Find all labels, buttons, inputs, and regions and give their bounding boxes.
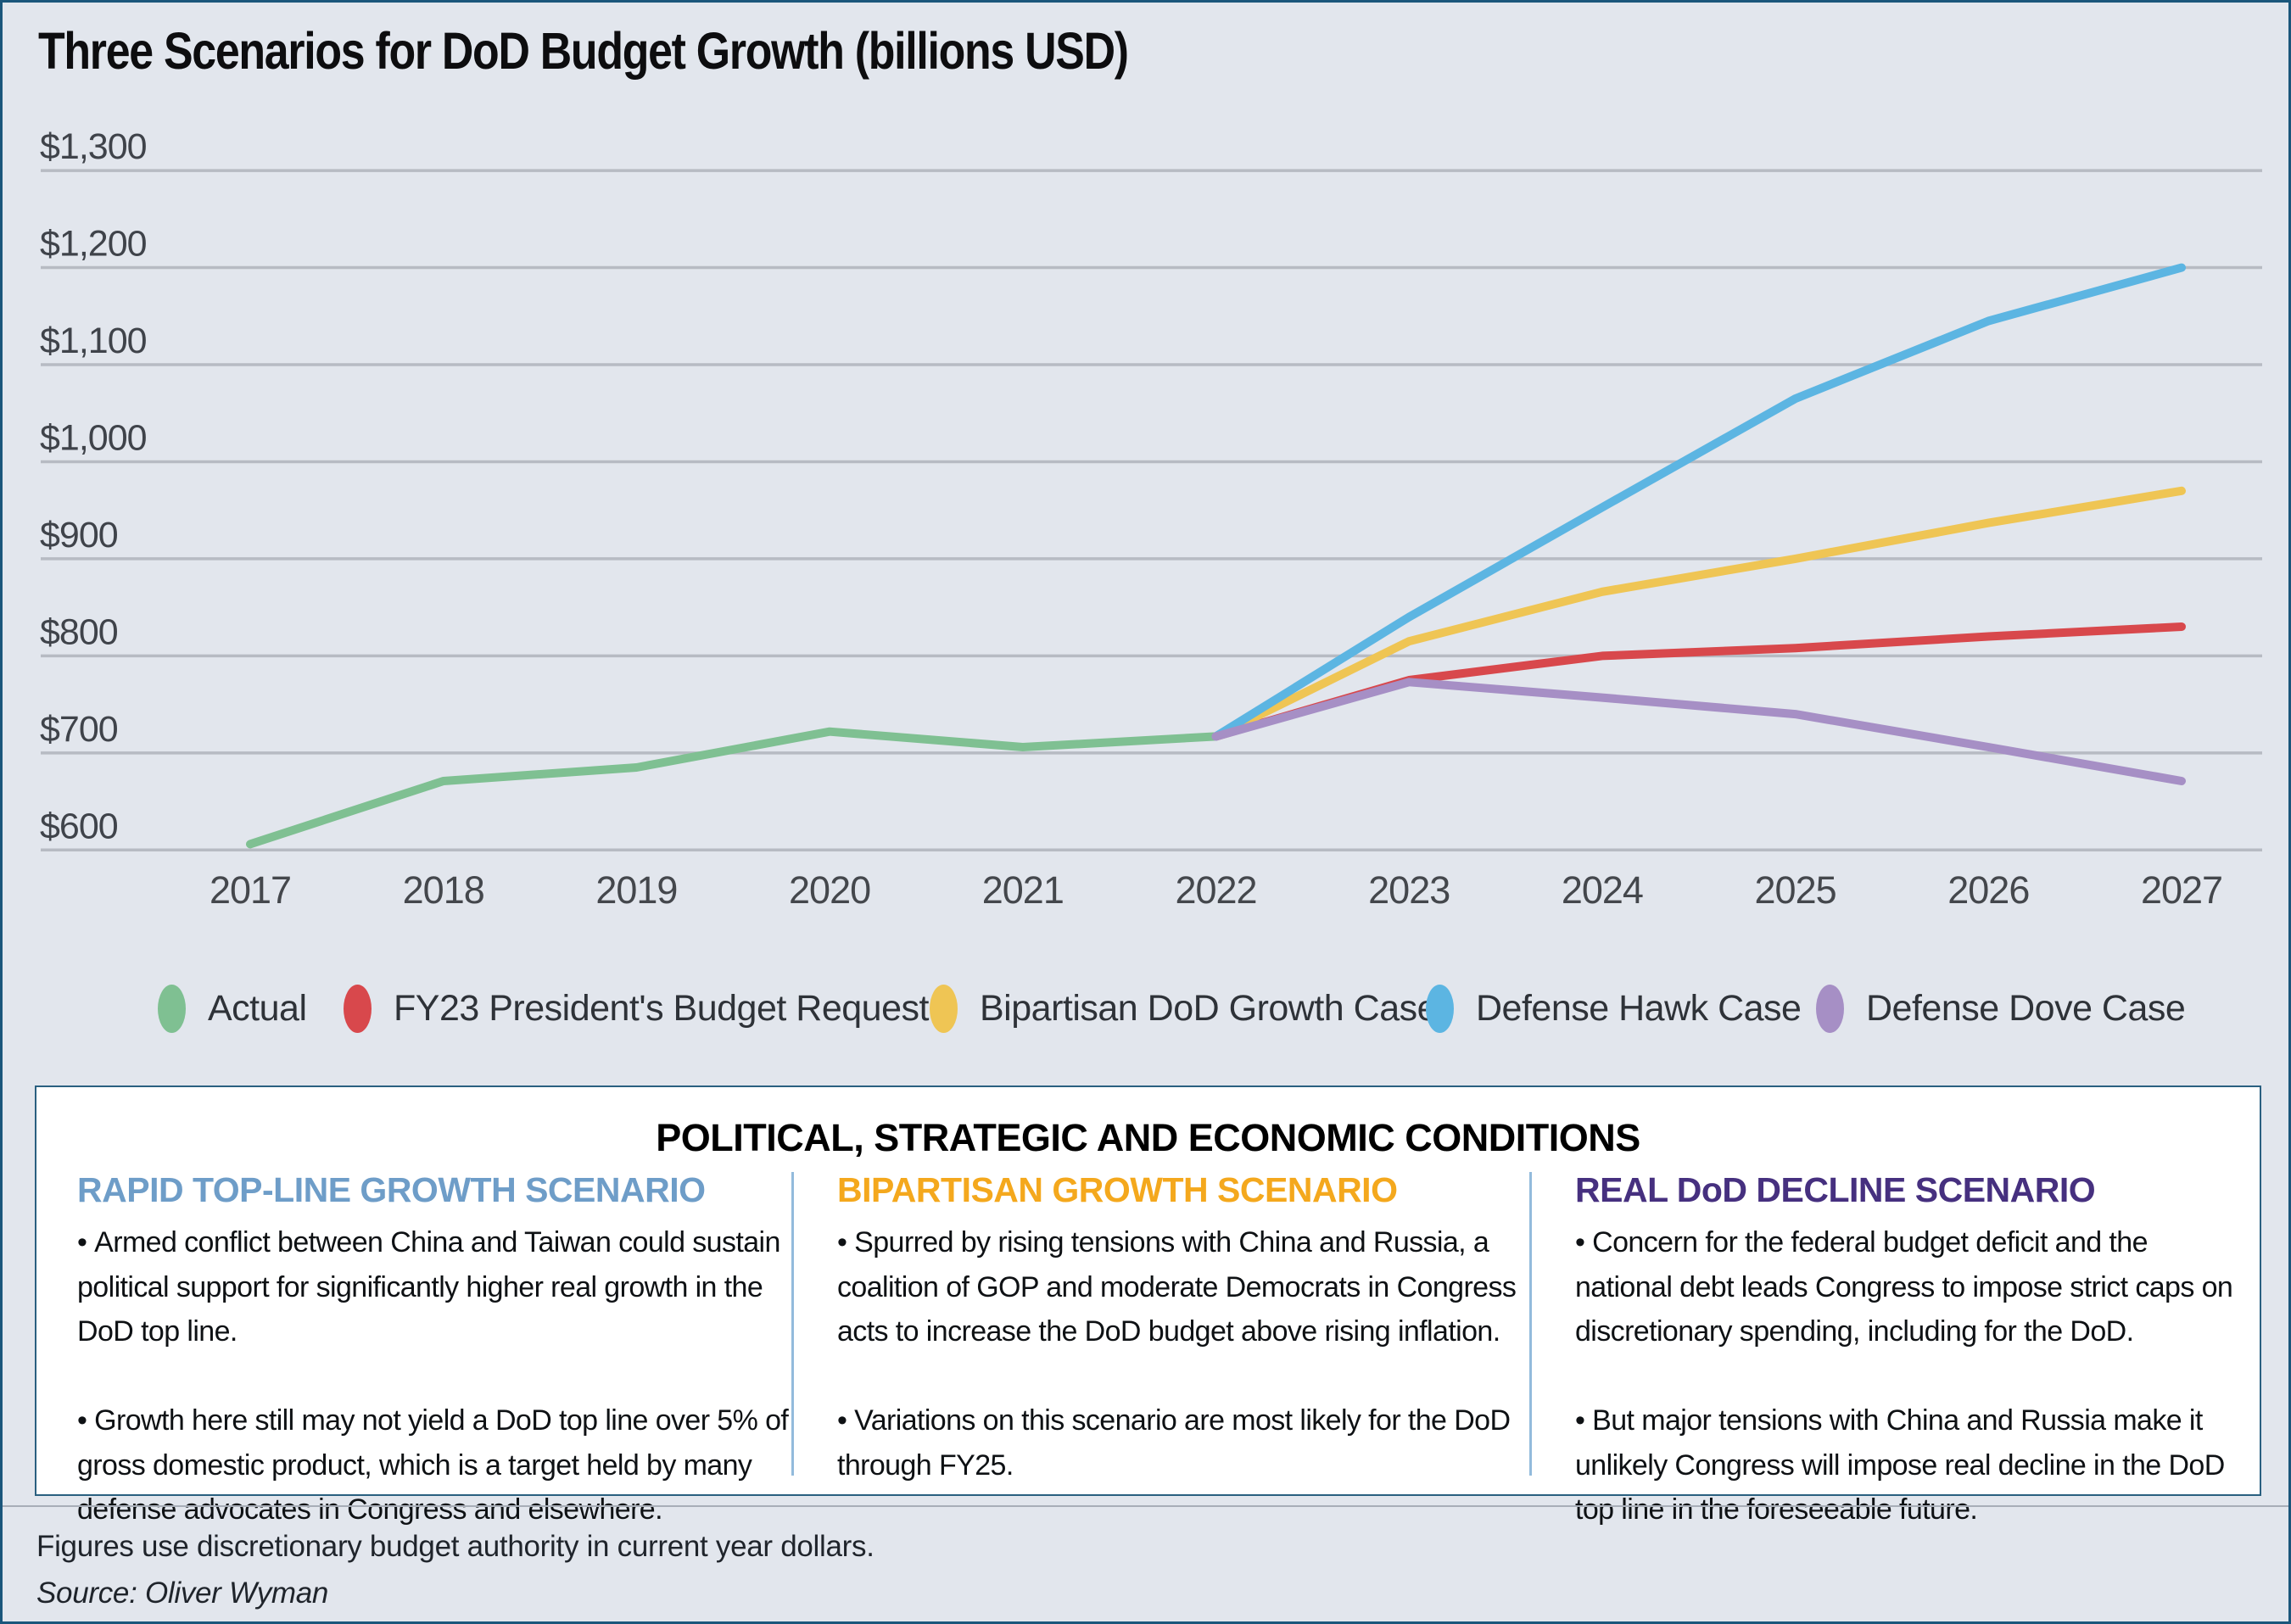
conditions-panel: POLITICAL, STRATEGIC AND ECONOMIC CONDIT…	[35, 1085, 2261, 1526]
x-axis-tick-label: 2027	[2141, 868, 2222, 912]
y-axis-tick-label: $1,000	[40, 417, 147, 458]
scenario-heading: REAL DoD DECLINE SCENARIO	[1575, 1170, 2096, 1209]
y-axis-tick-label: $600	[40, 806, 118, 846]
chart-title: Three Scenarios for DoD Budget Growth (b…	[38, 22, 1129, 80]
scenario-bullet: Growth here still may not yield a DoD to…	[77, 1398, 795, 1532]
scenario-bullet: Spurred by rising tensions with China an…	[837, 1220, 1526, 1354]
x-axis-tick-label: 2020	[789, 868, 870, 912]
scenario-column-real-dod-decline-scenario: REAL DoD DECLINE SCENARIO Concern for the…	[1575, 1170, 2245, 1532]
series-line-bipartisan-dod-growth-case	[1211, 486, 2186, 741]
y-axis-tick-label: $800	[40, 611, 118, 652]
chart-legend: Actual FY23 President's Budget Request Bip…	[3, 979, 2288, 1041]
legend-label: Defense Hawk Case	[1476, 987, 1802, 1029]
legend-label: FY23 President's Budget Request	[394, 987, 929, 1029]
scenario-bullet: Variations on this scenario are most lik…	[837, 1398, 1526, 1487]
x-axis-tick-label: 2019	[595, 868, 677, 912]
scenario-heading: BIPARTISAN GROWTH SCENARIO	[837, 1170, 1398, 1209]
scenario-column-bipartisan-growth-scenario: BIPARTISAN GROWTH SCENARIO Spurred by ris…	[837, 1170, 1526, 1487]
y-axis-tick-label: $1,300	[40, 126, 147, 167]
x-axis-tick-label: 2023	[1368, 868, 1450, 912]
x-axis-tick-label: 2025	[1755, 868, 1836, 912]
y-axis-tick-label: $900	[40, 515, 118, 555]
x-axis-tick-label: 2017	[210, 868, 291, 912]
x-axis-tick-label: 2022	[1175, 868, 1256, 912]
y-axis-tick-label: $1,100	[40, 321, 147, 361]
scenario-bullet: But major tensions with China and Russia…	[1575, 1398, 2245, 1532]
legend-item-fy23-president-s-budget-request: FY23 President's Budget Request	[344, 979, 929, 1037]
column-divider	[791, 1172, 794, 1476]
legend-item-defense-dove-case: Defense Dove Case	[1816, 979, 2186, 1037]
scenario-bullet: Concern for the federal budget deficit a…	[1575, 1220, 2245, 1354]
legend-label: Actual	[208, 987, 307, 1029]
legend-swatch-icon	[344, 984, 372, 1033]
legend-label: Bipartisan DoD Growth Case	[980, 987, 1438, 1029]
scenario-column-rapid-top-line-growth-scenario: RAPID TOP-LINE GROWTH SCENARIO Armed conf…	[77, 1170, 795, 1532]
legend-item-bipartisan-dod-growth-case: Bipartisan DoD Growth Case	[930, 979, 1438, 1037]
y-axis-tick-label: $1,200	[40, 224, 147, 265]
budget-line-chart: $1,300 $1,200 $1,100 $1,000 $900 $800 $700 $600…	[40, 126, 2262, 912]
y-axis-tick-label: $700	[40, 709, 118, 750]
scenario-heading: RAPID TOP-LINE GROWTH SCENARIO	[77, 1170, 706, 1209]
x-axis-tick-label: 2024	[1562, 868, 1643, 912]
series-line-defense-dove-case	[1211, 678, 2186, 785]
source-credit: Source: Oliver Wyman	[36, 1577, 329, 1610]
legend-label: Defense Dove Case	[1866, 987, 2186, 1029]
conditions-panel-title: POLITICAL, STRATEGIC AND ECONOMIC CONDIT…	[656, 1116, 1640, 1159]
x-axis-tick-label: 2026	[1947, 868, 2029, 912]
scenario-bullet: Armed conflict between China and Taiwan …	[77, 1220, 795, 1354]
series-line-defense-hawk-case	[1211, 263, 2186, 741]
series-line-actual	[246, 727, 1221, 849]
legend-item-actual: Actual	[158, 979, 307, 1037]
x-axis-tick-label: 2018	[403, 868, 484, 912]
footer-divider	[3, 1505, 2288, 1507]
column-divider	[1529, 1172, 1532, 1476]
legend-swatch-icon	[930, 984, 958, 1033]
legend-swatch-icon	[1816, 984, 1844, 1033]
legend-swatch-icon	[1426, 984, 1454, 1033]
footnote: Figures use discretionary budget authori…	[36, 1530, 874, 1563]
legend-swatch-icon	[158, 984, 186, 1033]
legend-item-defense-hawk-case: Defense Hawk Case	[1426, 979, 1802, 1037]
x-axis-tick-label: 2021	[982, 868, 1064, 912]
